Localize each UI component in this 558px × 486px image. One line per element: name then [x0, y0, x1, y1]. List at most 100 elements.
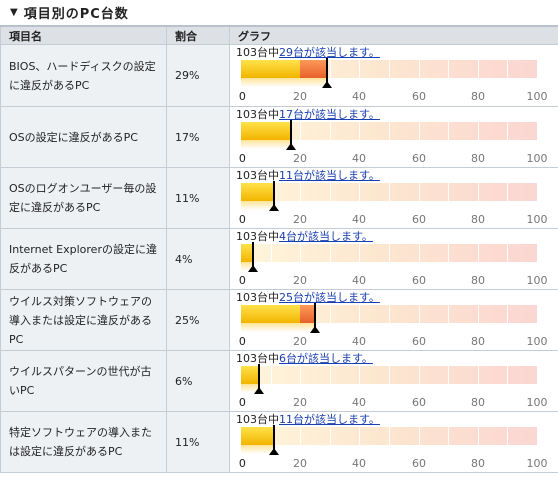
axis-tick-label: 0: [238, 90, 246, 103]
bar-track: [241, 427, 537, 445]
axis-tick-label: 40: [352, 274, 366, 287]
graph-axis: 0 20 40 60 80 100: [239, 271, 548, 287]
column-header-name: 項目名: [0, 27, 167, 45]
axis-tick-label: 60: [412, 90, 426, 103]
count-caption: 103台中11台が該当します。: [236, 169, 380, 182]
table-row: 特定ソフトウェアの導入または設定に違反があるPC 11% 103台中11台が該当しま…: [0, 411, 558, 473]
bar-track: [241, 366, 537, 384]
value-marker-icon: [286, 120, 296, 150]
bar-reflection: [241, 323, 537, 332]
total-prefix: 103台中: [236, 291, 279, 304]
graph-cell: 103台中6台が該当します。 0 20 40 60 80 100: [229, 350, 558, 412]
item-ratio: 11%: [166, 167, 230, 229]
matching-pc-link[interactable]: 11台が該当します。: [279, 169, 380, 182]
table-row: BIOS、ハードディスクの設定に違反があるPC 29% 103台中29台が該当します…: [0, 44, 558, 107]
item-ratio: 4%: [166, 228, 230, 290]
table-row: ウイルス対策ソフトウェアの導入または設定に違反があるPC 25% 103台中25台が…: [0, 289, 558, 351]
graph-cell: 103台中11台が該当します。 0 20 40 60 80 100: [229, 411, 558, 473]
graph-axis: 0 20 40 60 80 100: [239, 393, 548, 409]
axis-tick-label: 60: [412, 152, 426, 165]
total-prefix: 103台中: [236, 108, 279, 121]
axis-tick-label: 100: [526, 335, 548, 348]
bar-fill: [241, 183, 274, 201]
axis-tick-label: 100: [526, 152, 548, 165]
axis-tick-label: 80: [471, 152, 485, 165]
bar-track: [241, 305, 537, 323]
axis-tick-label: 40: [352, 457, 366, 470]
bar-fill-over: [300, 60, 327, 78]
bar-graph: 103台中11台が該当します。 0 20 40 60 80 100: [230, 168, 550, 228]
axis-tick-label: 100: [526, 396, 548, 409]
graph-cell: 103台中25台が該当します。 0 20 40 60 80 100: [229, 289, 558, 351]
axis-tick-label: 0: [238, 213, 246, 226]
matching-pc-link[interactable]: 4台が該当します。: [279, 230, 373, 243]
table-row: Internet Explorerの設定に違反があるPC 4% 103台中4台が該当…: [0, 228, 558, 290]
bar-graph: 103台中6台が該当します。 0 20 40 60 80 100: [230, 351, 550, 411]
graph-axis: 0 20 40 60 80 100: [239, 87, 548, 103]
bar-fill: [241, 122, 291, 140]
graph-axis: 0 20 40 60 80 100: [239, 454, 548, 470]
axis-tick-label: 40: [352, 213, 366, 226]
item-ratio: 25%: [166, 289, 230, 351]
axis-tick-label: 0: [238, 152, 246, 165]
axis-tick-label: 60: [412, 274, 426, 287]
value-marker-icon: [254, 364, 264, 394]
table-row: OSのログオンユーザー毎の設定に違反があるPC 11% 103台中11台が該当します…: [0, 167, 558, 229]
item-ratio: 29%: [166, 44, 230, 107]
total-prefix: 103台中: [236, 46, 279, 59]
axis-tick-label: 60: [412, 457, 426, 470]
item-name: Internet Explorerの設定に違反があるPC: [0, 228, 167, 290]
column-header-graph: グラフ: [229, 27, 558, 45]
section-title: 項目別のPC台数: [23, 7, 129, 22]
axis-tick-label: 80: [471, 457, 485, 470]
axis-tick-label: 40: [352, 335, 366, 348]
bar-reflection: [241, 78, 537, 87]
value-marker-icon: [269, 425, 279, 455]
matching-pc-link[interactable]: 25台が該当します。: [279, 291, 380, 304]
axis-tick-label: 0: [238, 274, 246, 287]
value-marker-icon: [248, 242, 258, 272]
matching-pc-link[interactable]: 29台が該当します。: [279, 46, 380, 59]
axis-tick-label: 60: [412, 335, 426, 348]
collapse-triangle-icon[interactable]: ▼: [10, 7, 18, 18]
axis-tick-label: 100: [526, 213, 548, 226]
section-header[interactable]: ▼ 項目別のPC台数: [0, 0, 558, 27]
item-name: ウイルス対策ソフトウェアの導入または設定に違反があるPC: [0, 289, 167, 351]
item-name: OSのログオンユーザー毎の設定に違反があるPC: [0, 167, 167, 229]
axis-tick-label: 80: [471, 213, 485, 226]
total-prefix: 103台中: [236, 230, 279, 243]
axis-tick-label: 20: [293, 457, 307, 470]
item-name: ウイルスパターンの世代が古いPC: [0, 350, 167, 412]
axis-tick-label: 80: [471, 335, 485, 348]
column-header-ratio: 割合: [166, 27, 230, 45]
value-marker-icon: [310, 303, 320, 333]
bar-fill: [241, 60, 327, 78]
count-caption: 103台中4台が該当します。: [236, 230, 373, 243]
total-prefix: 103台中: [236, 169, 279, 182]
item-ratio: 17%: [166, 106, 230, 168]
item-name: 特定ソフトウェアの導入または設定に違反があるPC: [0, 411, 167, 473]
table-row: OSの設定に違反があるPC 17% 103台中17台が該当します。 0 20 40 60 80…: [0, 106, 558, 168]
axis-tick-label: 20: [293, 90, 307, 103]
axis-tick-label: 0: [238, 396, 246, 409]
count-caption: 103台中29台が該当します。: [236, 46, 380, 59]
count-caption: 103台中25台が該当します。: [236, 291, 380, 304]
count-caption: 103台中17台が該当します。: [236, 108, 380, 121]
item-name: OSの設定に違反があるPC: [0, 106, 167, 168]
bar-reflection: [241, 445, 537, 454]
graph-cell: 103台中17台が該当します。 0 20 40 60 80 100: [229, 106, 558, 168]
item-table: 項目名 割合 グラフ BIOS、ハードディスクの設定に違反があるPC 29% 103…: [0, 27, 558, 473]
matching-pc-link[interactable]: 17台が該当します。: [279, 108, 380, 121]
item-ratio: 6%: [166, 350, 230, 412]
value-marker-icon: [322, 58, 332, 88]
graph-axis: 0 20 40 60 80 100: [239, 210, 548, 226]
item-ratio: 11%: [166, 411, 230, 473]
bar-graph: 103台中25台が該当します。 0 20 40 60 80 100: [230, 290, 550, 350]
bar-reflection: [241, 384, 537, 393]
axis-tick-label: 40: [352, 152, 366, 165]
matching-pc-link[interactable]: 6台が該当します。: [279, 352, 373, 365]
axis-tick-label: 80: [471, 396, 485, 409]
matching-pc-link[interactable]: 11台が該当します。: [279, 413, 380, 426]
bar-fill-over: [300, 305, 315, 323]
graph-cell: 103台中29台が該当します。 0 20 40 60 80 100: [229, 44, 558, 107]
